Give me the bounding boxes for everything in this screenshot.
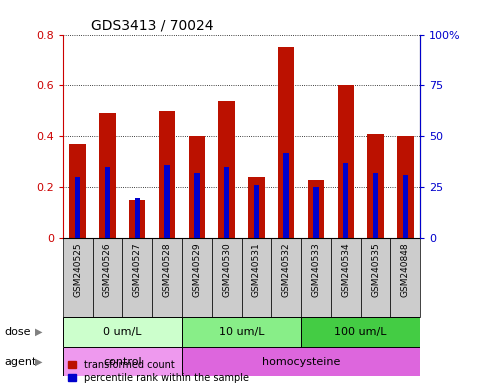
Text: control: control <box>103 357 142 367</box>
FancyBboxPatch shape <box>242 238 271 318</box>
FancyBboxPatch shape <box>271 238 301 318</box>
Bar <box>70 144 86 238</box>
Text: GSM240532: GSM240532 <box>282 242 291 297</box>
Text: GSM240535: GSM240535 <box>371 242 380 297</box>
FancyBboxPatch shape <box>63 347 182 376</box>
FancyBboxPatch shape <box>93 238 122 318</box>
Bar <box>224 167 229 238</box>
FancyBboxPatch shape <box>212 238 242 318</box>
Text: GSM240529: GSM240529 <box>192 242 201 297</box>
Bar <box>75 177 80 238</box>
Bar <box>313 187 319 238</box>
Text: GDS3413 / 70024: GDS3413 / 70024 <box>91 18 214 32</box>
FancyBboxPatch shape <box>182 238 212 318</box>
Bar <box>338 86 354 238</box>
Bar <box>189 136 205 238</box>
Text: 0 um/L: 0 um/L <box>103 327 142 337</box>
Bar <box>284 153 289 238</box>
Text: GSM240848: GSM240848 <box>401 242 410 297</box>
Bar <box>99 114 115 238</box>
FancyBboxPatch shape <box>182 318 301 347</box>
Text: GSM240534: GSM240534 <box>341 242 350 297</box>
FancyBboxPatch shape <box>122 238 152 318</box>
Legend: transformed count, percentile rank within the sample: transformed count, percentile rank withi… <box>68 360 249 383</box>
Text: GSM240525: GSM240525 <box>73 242 82 297</box>
FancyBboxPatch shape <box>390 238 420 318</box>
FancyBboxPatch shape <box>331 238 361 318</box>
Bar <box>218 101 235 238</box>
Bar <box>308 180 324 238</box>
Text: GSM240526: GSM240526 <box>103 242 112 297</box>
FancyBboxPatch shape <box>63 318 182 347</box>
Bar <box>368 134 384 238</box>
Bar <box>194 173 199 238</box>
Text: GSM240531: GSM240531 <box>252 242 261 297</box>
FancyBboxPatch shape <box>361 238 390 318</box>
Bar <box>159 111 175 238</box>
Text: 100 um/L: 100 um/L <box>334 327 387 337</box>
FancyBboxPatch shape <box>152 238 182 318</box>
Bar <box>135 197 140 238</box>
Text: ▶: ▶ <box>35 357 43 367</box>
Text: agent: agent <box>5 357 37 367</box>
FancyBboxPatch shape <box>63 238 93 318</box>
Bar <box>164 165 170 238</box>
Text: GSM240533: GSM240533 <box>312 242 320 297</box>
Bar <box>248 177 265 238</box>
Bar <box>343 163 348 238</box>
FancyBboxPatch shape <box>301 238 331 318</box>
Bar <box>278 47 294 238</box>
Bar <box>254 185 259 238</box>
FancyBboxPatch shape <box>301 318 420 347</box>
Text: GSM240528: GSM240528 <box>163 242 171 297</box>
FancyBboxPatch shape <box>182 347 420 376</box>
Bar <box>105 167 110 238</box>
Text: ▶: ▶ <box>35 327 43 337</box>
Bar <box>129 200 145 238</box>
Text: 10 um/L: 10 um/L <box>219 327 264 337</box>
Text: homocysteine: homocysteine <box>262 357 340 367</box>
Text: GSM240530: GSM240530 <box>222 242 231 297</box>
Text: dose: dose <box>5 327 31 337</box>
Text: GSM240527: GSM240527 <box>133 242 142 297</box>
Bar <box>397 136 413 238</box>
Bar <box>373 173 378 238</box>
Bar <box>403 175 408 238</box>
